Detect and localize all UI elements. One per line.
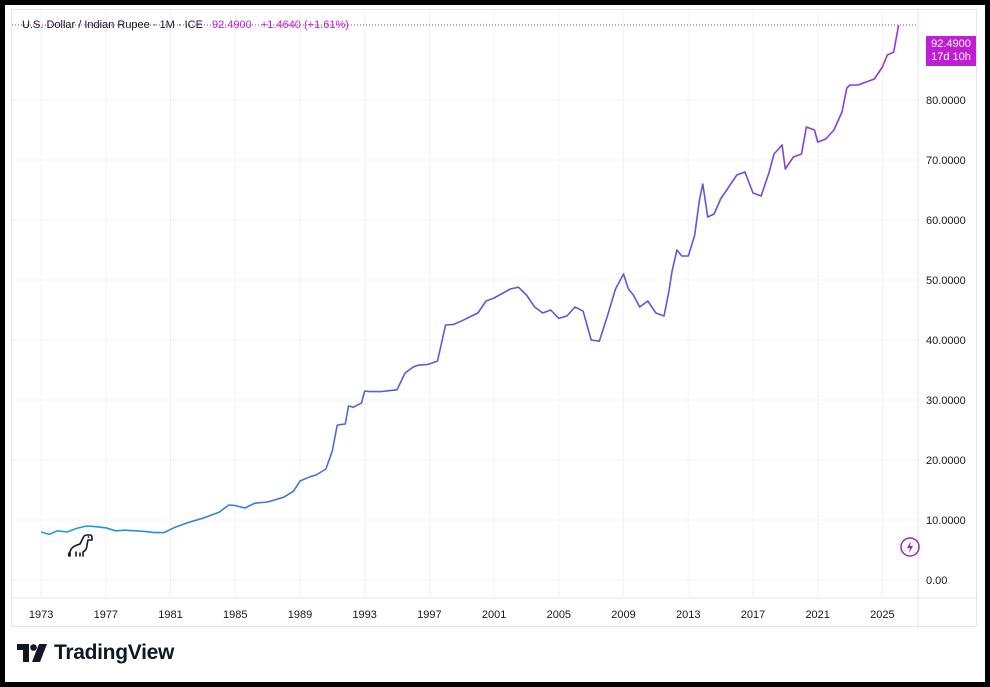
x-tick-label: 1977 (94, 609, 118, 621)
brand-name: TradingView (54, 641, 175, 664)
x-tick-label: 1985 (223, 609, 247, 621)
price-tag-countdown: 17d 10h (931, 51, 971, 63)
y-tick-label: 20.0000 (926, 455, 966, 467)
x-tick-label: 2001 (482, 609, 506, 621)
last-price: 92.4900 (212, 19, 252, 31)
tradingview-logo-icon (17, 644, 47, 662)
y-tick-label: 60.0000 (926, 215, 966, 227)
x-tick-label: 2021 (805, 609, 829, 621)
x-tick-label: 2009 (611, 609, 635, 621)
y-tick-label: 80.0000 (926, 95, 966, 107)
price-change: +1.4640 (+1.61%) (260, 19, 349, 31)
x-tick-label: 1993 (352, 609, 376, 621)
last-price-tag: 92.4900 17d 10h (926, 36, 976, 66)
price-series-line[interactable] (40, 24, 900, 536)
y-tick-label: 30.0000 (926, 395, 966, 407)
y-tick-label: 40.0000 (926, 335, 966, 347)
tradingview-brand[interactable]: TradingView (17, 638, 174, 668)
x-tick-label: 2025 (870, 609, 894, 621)
chart-legend: U.S. Dollar / Indian Rupee · 1M · ICE 92… (22, 19, 349, 31)
y-tick-label: 10.0000 (926, 515, 966, 527)
x-tick-label: 1973 (29, 609, 53, 621)
x-tick-label: 2005 (547, 609, 571, 621)
x-tick-label: 2013 (676, 609, 700, 621)
dino-icon[interactable] (67, 532, 95, 563)
y-tick-label: 0.00 (926, 575, 947, 587)
symbol-title[interactable]: U.S. Dollar / Indian Rupee · 1M · ICE (22, 19, 203, 31)
chart-panel[interactable]: 0.00 10.0000 20.0000 30.0000 40.0000 50.0000 6… (11, 9, 978, 628)
chart-canvas[interactable]: 0.00 10.0000 20.0000 30.0000 40.0000 50.0000 6… (12, 10, 978, 628)
x-tick-label: 1997 (417, 609, 441, 621)
x-tick-label: 1981 (158, 609, 182, 621)
price-tag-value: 92.4900 (931, 38, 971, 50)
x-tick-label: 1989 (288, 609, 312, 621)
x-tick-label: 2017 (741, 609, 765, 621)
chart-frame: 0.00 10.0000 20.0000 30.0000 40.0000 50.0000 6… (5, 5, 985, 682)
y-tick-label: 50.0000 (926, 275, 966, 287)
y-tick-label: 70.0000 (926, 155, 966, 167)
flash-icon[interactable] (899, 536, 921, 563)
